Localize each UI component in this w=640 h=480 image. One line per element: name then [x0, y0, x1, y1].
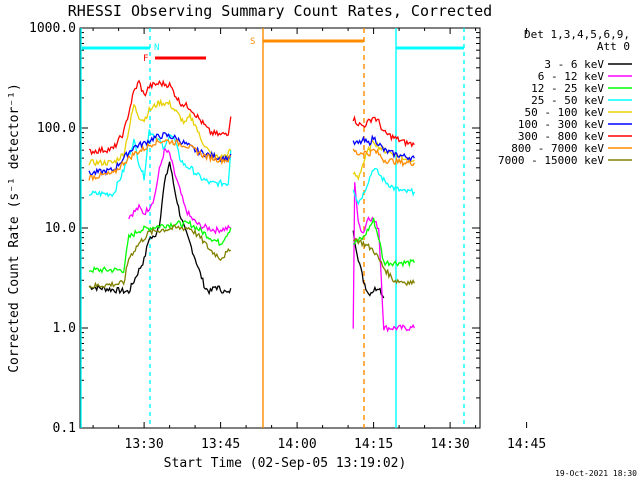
series-line-100-300-kev — [352, 134, 415, 163]
series-line-12-25-kev — [88, 219, 232, 274]
legend-label: 50 - 100 keV — [525, 106, 605, 119]
series-line-800-7000-kev — [352, 148, 415, 168]
legend-label: 12 - 25 keV — [531, 82, 604, 95]
series-line-25-50-kev — [352, 167, 415, 206]
series-line-12-25-kev — [353, 217, 415, 268]
series-line-300-800-kev — [88, 79, 232, 156]
timestamp-label: 19-Oct-2021 18:30 — [555, 469, 637, 478]
series-line-6-12-kev — [128, 145, 231, 235]
legend-label: 3 - 6 keV — [544, 58, 604, 71]
legend-header-detectors: Det 1,3,4,5,6,9, — [524, 28, 630, 41]
series-line-3-6-kev — [88, 161, 232, 296]
legend-label: 7000 - 15000 keV — [498, 154, 604, 167]
legend-header-attenuator: Att 0 — [597, 40, 630, 53]
x-tick-label: 14:00 — [278, 437, 317, 452]
flag-bars: FN S — [82, 37, 464, 64]
series-line-100-300-kev — [88, 132, 232, 177]
axis-ticks: 13:30 13:45 14:00 14:15 14:30 14:45 0.1 1.0 10.0… — [29, 21, 546, 452]
legend-label: 100 - 300 keV — [518, 118, 604, 131]
annotation-s: S — [250, 37, 255, 47]
legend-label: 6 - 12 keV — [538, 70, 605, 83]
annotation-f: F — [143, 54, 148, 64]
series-line-800-7000-kev — [88, 136, 232, 182]
series-line-25-50-kev — [88, 129, 232, 198]
y-axis-label: Corrected Count Rate (s⁻¹ detector⁻¹) — [7, 83, 22, 373]
y-tick-label: 10.0 — [45, 221, 76, 236]
series-lines — [88, 79, 415, 333]
series-line-3-6-kev — [352, 230, 385, 299]
x-tick-label: 14:45 — [507, 437, 546, 452]
y-tick-label: 100.0 — [37, 121, 76, 136]
x-axis-label: Start Time (02-Sep-05 13:19:02) — [164, 456, 407, 471]
series-line-50-100-kev — [88, 98, 232, 167]
series-line-7000-15000-kev — [88, 224, 232, 289]
x-tick-label: 14:15 — [354, 437, 393, 452]
legend-label: 800 - 7000 keV — [511, 142, 604, 155]
x-tick-label: 13:45 — [201, 437, 240, 452]
y-tick-label: 1000.0 — [29, 21, 76, 36]
y-tick-label: 1.0 — [53, 321, 76, 336]
chart-title: RHESSI Observing Summary Count Rates, Co… — [68, 2, 492, 20]
y-tick-label: 0.1 — [53, 421, 76, 436]
x-tick-label: 13:30 — [125, 437, 164, 452]
series-line-300-800-kev — [352, 115, 415, 148]
legend-label: 300 - 800 keV — [518, 130, 604, 143]
legend-label: 25 - 50 keV — [531, 94, 604, 107]
x-tick-label: 14:30 — [431, 437, 470, 452]
series-line-50-100-kev — [352, 138, 415, 182]
plot-frame — [79, 27, 481, 429]
attenuator-markers — [80, 28, 465, 428]
series-line-7000-15000-kev — [353, 237, 415, 287]
annotation-n: N — [154, 43, 159, 53]
series-line-6-12-kev — [352, 182, 415, 333]
